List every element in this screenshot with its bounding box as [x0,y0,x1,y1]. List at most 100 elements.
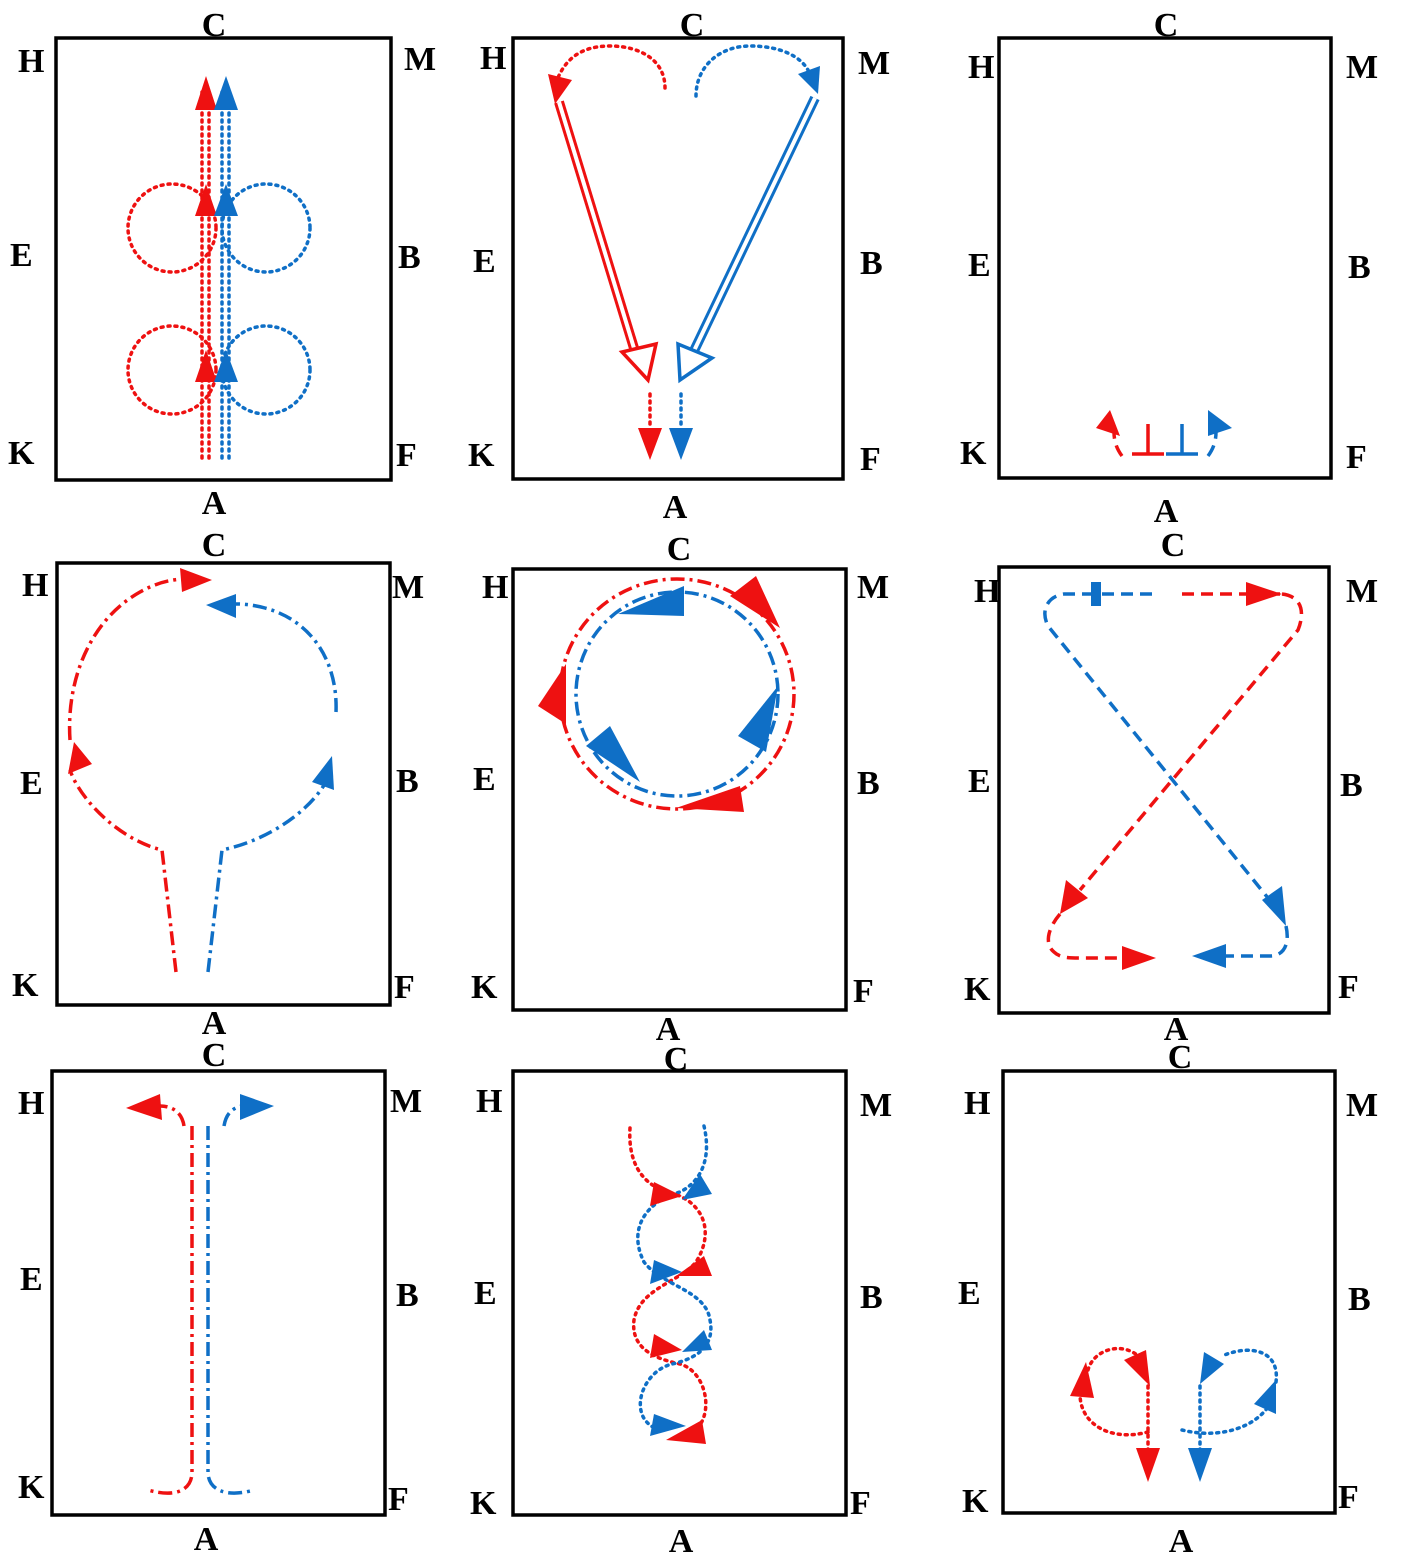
red-arrowhead [1060,880,1088,914]
blue-path [1224,925,1289,958]
label-bottom-left: K [471,969,498,1006]
red-arrowhead [195,184,217,216]
red-path [147,1126,194,1495]
label-bottom: A [1164,1011,1189,1048]
label-mid-left: E [20,765,43,802]
label-top-left: H [480,40,506,77]
panel-frame [511,1069,848,1517]
red-arrowhead [195,76,217,110]
label-top-right: M [1346,573,1378,610]
red-arrowhead [666,1420,706,1444]
label-bottom-left: K [470,1485,497,1522]
label-top-left: H [968,49,994,86]
panel-frame [50,1069,387,1517]
label-top-right: M [1346,49,1378,86]
label-bottom-left: K [18,1469,45,1506]
label-bottom-right: F [396,437,417,474]
label-mid-left: E [474,1275,497,1312]
label-top-left: H [476,1083,502,1120]
red-arrowhead [1246,582,1282,606]
label-bottom: A [1169,1523,1194,1557]
red-path [1078,1392,1150,1437]
red-arrowhead [638,428,662,460]
blue-arrowhead [1208,410,1232,436]
label-mid-right: B [396,763,419,800]
red-arrowhead [1070,1362,1094,1398]
label-bottom: A [1154,493,1179,530]
panel-frame [997,565,1331,1015]
panel-5: C A H M E B K F [471,531,889,1048]
blue-path [1206,431,1218,458]
label-top-left: H [22,567,48,604]
blue-arrowhead [214,184,238,216]
label-top-right: M [860,1087,892,1124]
label-bottom-left: K [960,435,987,472]
label-mid-right: B [396,1277,419,1314]
red-loop [126,182,218,274]
panel-9: C A H M E B K F [958,1039,1378,1557]
label-mid-right: B [398,239,421,276]
label-bottom-right: F [394,969,415,1006]
blue-arrowhead [206,594,236,618]
label-top: C [680,7,705,44]
red-arrowhead [538,664,566,724]
red-arrowhead [650,1182,682,1206]
label-bottom-left: K [964,971,991,1008]
label-mid-right: B [1348,249,1371,286]
red-path [555,44,667,90]
blue-arrowhead [312,756,334,790]
blue-arrowhead [214,350,238,382]
panel-3: C A H M E B K F [960,7,1378,530]
label-top: C [202,7,227,44]
label-bottom-left: K [962,1483,989,1520]
label-top: C [667,531,692,568]
label-top-right: M [404,41,436,78]
blue-arrowhead [650,1260,682,1284]
red-double-arrow [557,101,639,359]
label-mid-left: E [968,763,991,800]
red-path [159,1104,186,1127]
label-bottom: A [194,1521,219,1557]
red-path [1112,431,1124,458]
label-bottom-left: K [468,437,495,474]
blue-arrowhead [682,1330,712,1352]
blue-path [206,781,328,973]
label-top-right: M [1346,1087,1378,1124]
panel-frame [54,36,393,482]
blue-arrowhead [214,76,238,110]
label-bottom: A [663,489,688,526]
blue-double-arrow [690,97,817,356]
label-top: C [202,527,227,564]
blue-arrowhead [240,1094,274,1120]
label-bottom-right: F [388,1481,409,1518]
label-bottom-right: F [853,973,874,1010]
blue-path [636,1124,713,1432]
red-path [68,769,178,973]
panel-1: C A H M E B K F [8,7,436,522]
label-top-left: H [18,43,44,80]
blue-arrowhead [586,726,640,782]
label-bottom: A [669,1523,694,1557]
label-mid-left: E [473,243,496,280]
label-bottom: A [656,1011,681,1048]
panel-2: C A H M E B K F [468,7,890,526]
red-arrowhead [1136,1448,1160,1482]
blue-stop-mark [1166,424,1198,456]
label-mid-right: B [860,1279,883,1316]
blue-arrowhead [1254,1380,1276,1414]
red-path [67,577,183,741]
label-mid-left: E [968,247,991,284]
label-top-left: H [974,573,1000,610]
label-top-right: M [857,569,889,606]
label-top-left: H [482,569,508,606]
blue-loop [220,182,312,274]
red-arrowhead [195,350,217,382]
blue-loop [220,324,312,416]
panel-frame [55,561,392,1007]
blue-path [222,1104,243,1127]
label-bottom: A [202,485,227,522]
red-path [1046,912,1124,960]
panel-4: C A H M E B K F [12,527,424,1042]
label-top: C [664,1041,689,1078]
label-bottom-right: F [1346,439,1367,476]
